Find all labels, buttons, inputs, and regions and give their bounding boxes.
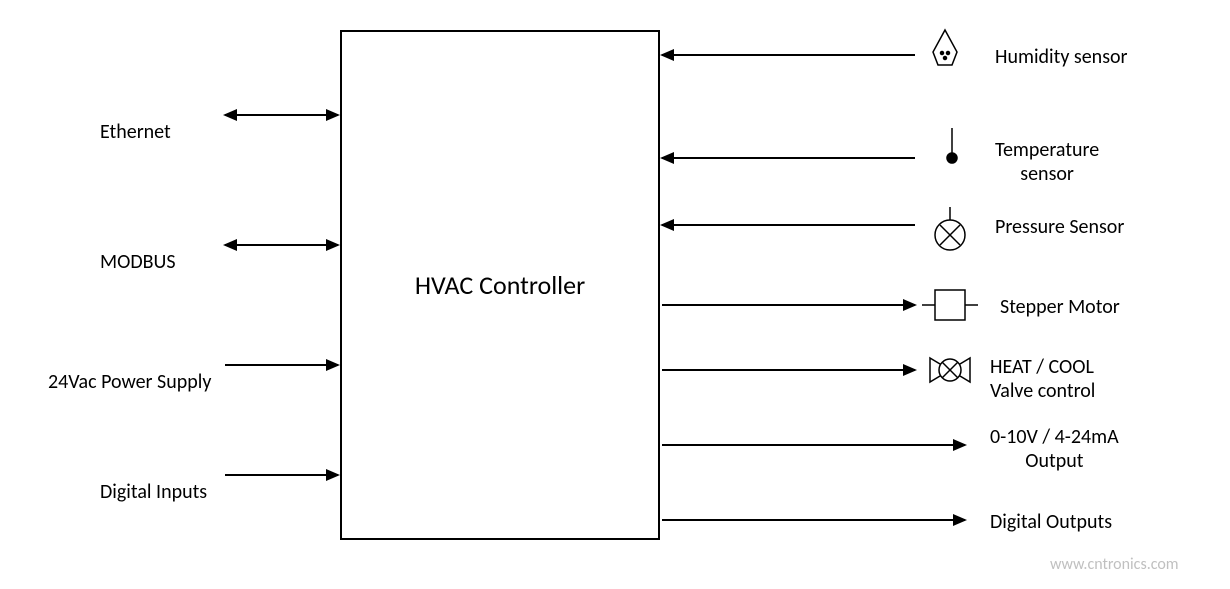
humidity-icon bbox=[933, 30, 957, 65]
digital-outputs-label: Digital Outputs bbox=[990, 510, 1112, 534]
hvac-controller-block: HVAC Controller bbox=[340, 30, 660, 540]
valve-label: HEAT / COOLValve control bbox=[990, 355, 1095, 403]
digital-inputs-label: Digital Inputs bbox=[100, 480, 207, 504]
temperature-label: Temperaturesensor bbox=[995, 138, 1099, 186]
humidity-label: Humidity sensor bbox=[995, 45, 1128, 69]
hvac-controller-label: HVAC Controller bbox=[415, 269, 585, 301]
stepper-icon bbox=[922, 290, 978, 320]
analog-out-label: 0-10V / 4-24mAOutput bbox=[990, 425, 1119, 473]
valve-icon bbox=[930, 358, 970, 382]
temperature-icon bbox=[947, 128, 957, 163]
ethernet-label: Ethernet bbox=[100, 120, 171, 144]
stepper-label: Stepper Motor bbox=[1000, 295, 1120, 319]
watermark-text: www.cntronics.com bbox=[1050, 555, 1179, 574]
pressure-icon bbox=[935, 207, 965, 250]
modbus-label: MODBUS bbox=[100, 250, 176, 274]
pressure-label: Pressure Sensor bbox=[995, 215, 1124, 239]
power-label: 24Vac Power Supply bbox=[48, 370, 211, 394]
